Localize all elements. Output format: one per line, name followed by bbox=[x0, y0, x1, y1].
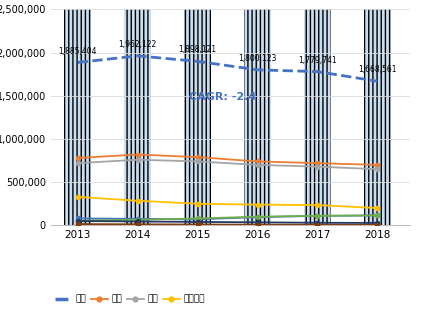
Bar bbox=[304, 9, 331, 225]
Text: 1,668,561: 1,668,561 bbox=[358, 65, 397, 74]
Text: 1,779,741: 1,779,741 bbox=[298, 56, 337, 65]
Text: 1,800,123: 1,800,123 bbox=[238, 54, 277, 63]
Bar bbox=[184, 9, 211, 225]
Bar bbox=[364, 9, 391, 225]
Bar bbox=[244, 9, 271, 225]
Text: 1,898,121: 1,898,121 bbox=[179, 45, 217, 54]
Text: 1,962,122: 1,962,122 bbox=[118, 40, 157, 49]
Bar bbox=[124, 9, 151, 225]
Text: 1,885,404: 1,885,404 bbox=[58, 47, 97, 55]
Text: CAGR: -2.4: CAGR: -2.4 bbox=[189, 92, 256, 102]
Bar bbox=[64, 9, 91, 225]
